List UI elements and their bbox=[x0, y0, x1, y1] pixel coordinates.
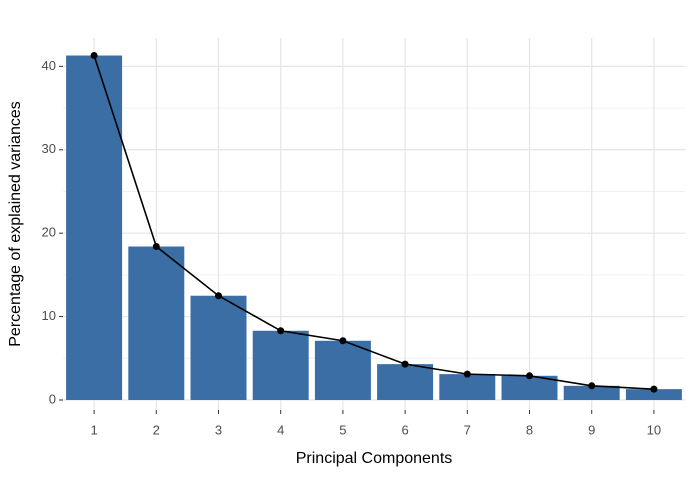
y-tick-label: 40 bbox=[42, 58, 56, 73]
y-tick-label: 0 bbox=[49, 391, 56, 406]
x-tick-label: 1 bbox=[90, 422, 97, 437]
x-tick-label: 10 bbox=[647, 422, 661, 437]
y-tick-label: 10 bbox=[42, 308, 56, 323]
bar bbox=[314, 340, 371, 400]
x-tick-label: 8 bbox=[526, 422, 533, 437]
x-axis-title: Principal Components bbox=[296, 450, 453, 467]
y-axis-title: Percentage of explained variances bbox=[7, 101, 24, 347]
x-tick-label: 7 bbox=[464, 422, 471, 437]
bar bbox=[128, 246, 185, 400]
x-tick-label: 4 bbox=[277, 422, 284, 437]
point bbox=[650, 385, 658, 393]
point bbox=[90, 52, 98, 60]
y-tick-label: 30 bbox=[42, 141, 56, 156]
line bbox=[93, 55, 654, 390]
bar bbox=[439, 374, 496, 400]
point bbox=[339, 337, 347, 345]
point bbox=[588, 382, 596, 390]
bar bbox=[66, 55, 123, 400]
point bbox=[152, 243, 160, 251]
point bbox=[215, 292, 222, 300]
bar bbox=[563, 385, 620, 400]
bar bbox=[501, 375, 558, 400]
bar bbox=[625, 389, 682, 400]
point bbox=[401, 360, 409, 368]
bar bbox=[190, 295, 247, 400]
y-tick-label: 20 bbox=[42, 225, 56, 240]
point bbox=[277, 327, 285, 335]
x-tick-label: 6 bbox=[401, 422, 408, 437]
point bbox=[463, 370, 471, 378]
bar bbox=[252, 330, 309, 400]
x-tick-label: 5 bbox=[339, 422, 346, 437]
x-tick-label: 9 bbox=[588, 422, 595, 437]
bar bbox=[377, 364, 434, 400]
x-tick-label: 2 bbox=[153, 422, 160, 437]
x-tick-label: 3 bbox=[215, 422, 222, 437]
point bbox=[526, 372, 533, 380]
